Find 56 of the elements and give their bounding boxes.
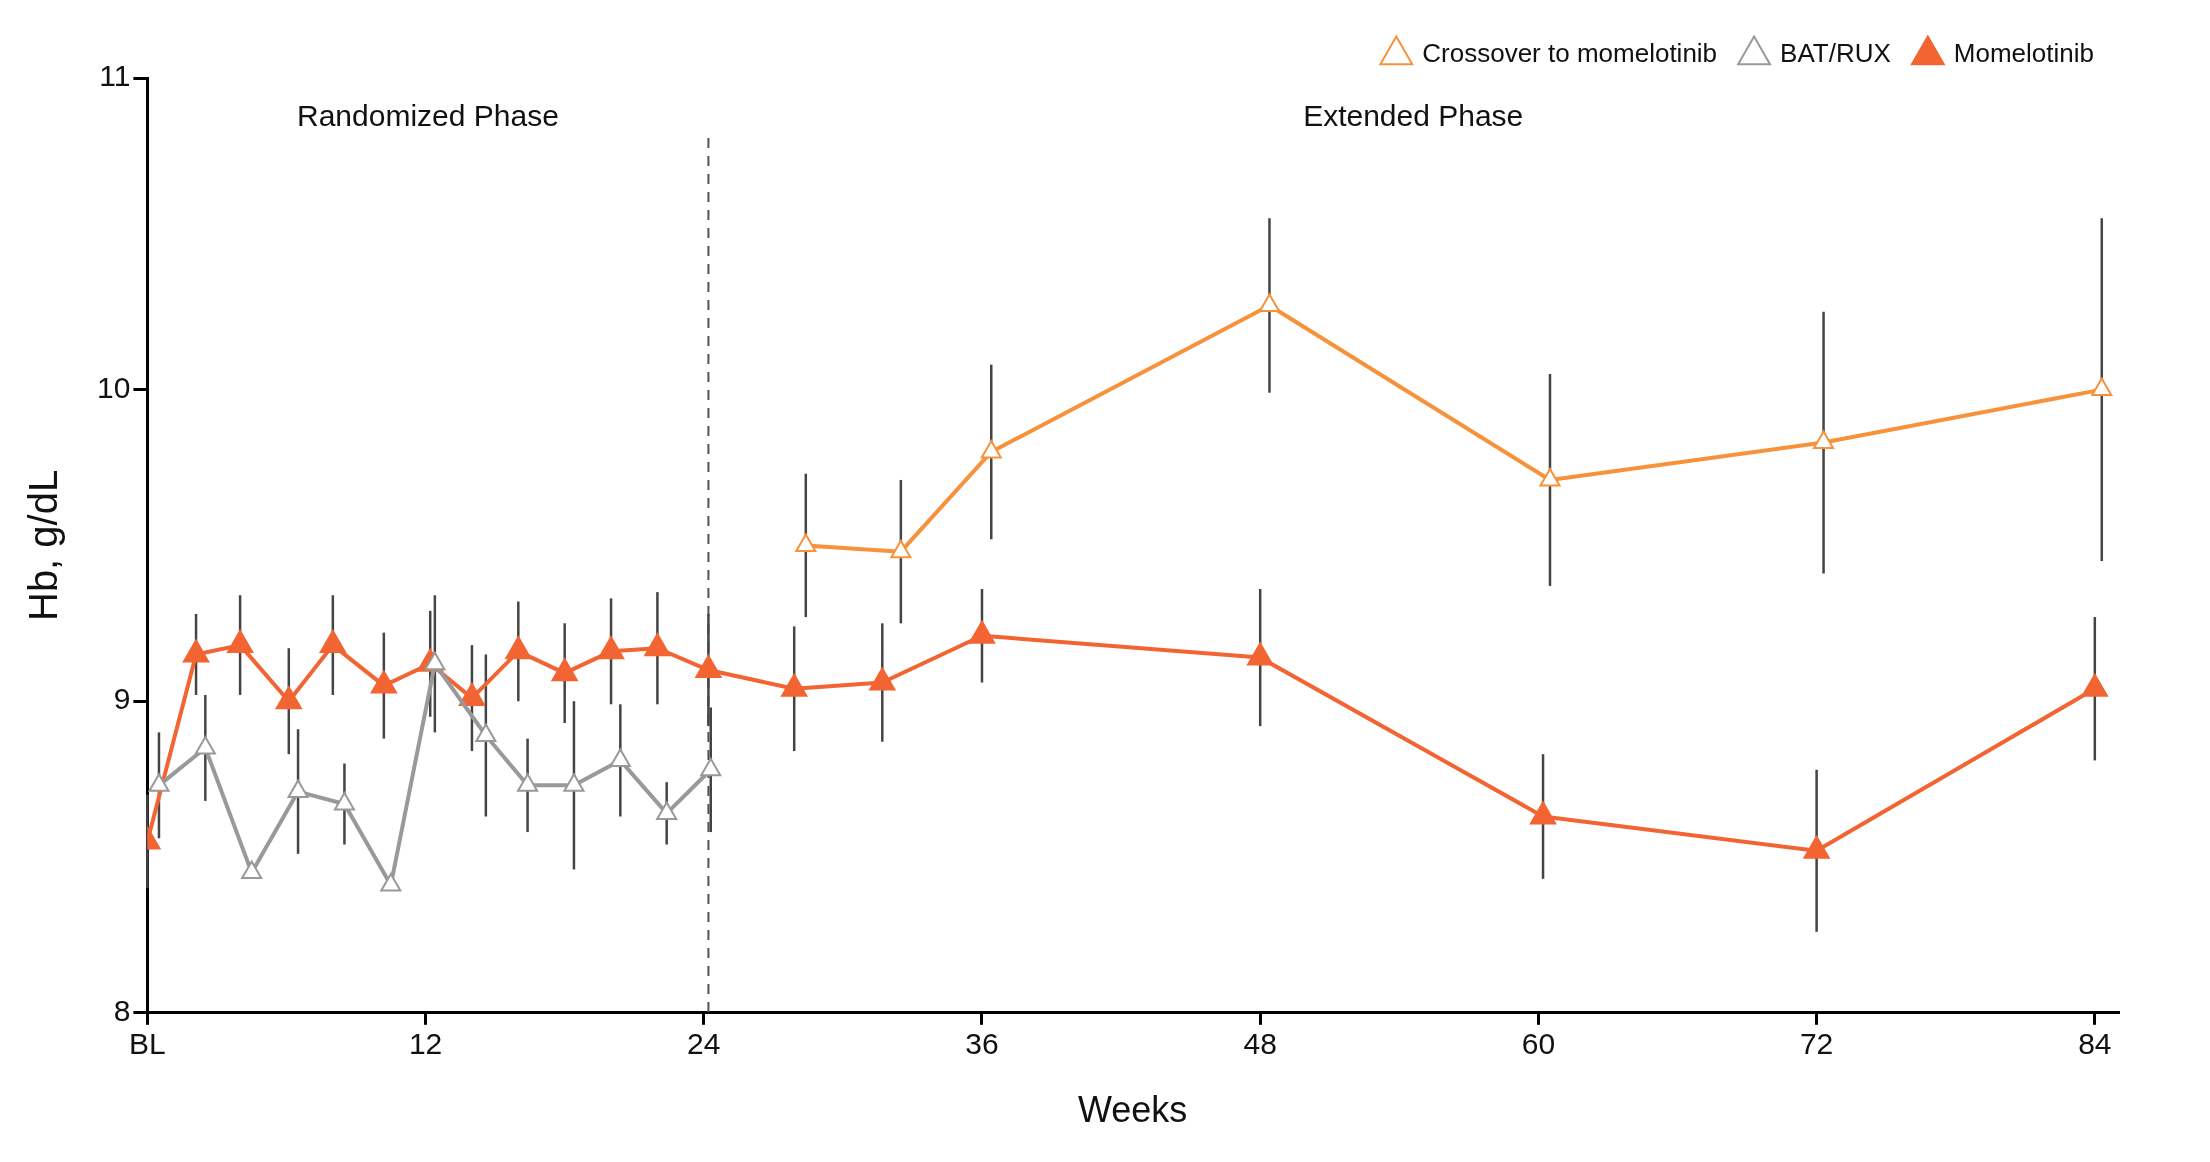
point xyxy=(890,539,912,559)
point xyxy=(597,636,625,660)
x-axis-title: Weeks xyxy=(1078,1089,1188,1131)
point xyxy=(1803,835,1830,859)
point xyxy=(695,655,722,679)
point xyxy=(2091,377,2113,397)
point xyxy=(148,773,170,792)
x-tick-label: 48 xyxy=(1243,1027,1277,1061)
point xyxy=(475,723,497,742)
point xyxy=(551,658,578,682)
point xyxy=(1813,430,1835,450)
x-tick-label: 60 xyxy=(1521,1027,1556,1061)
x-tick-label: 84 xyxy=(2078,1027,2112,1061)
y-tick-label: 8 xyxy=(113,994,131,1028)
point xyxy=(795,533,817,552)
point xyxy=(380,873,402,892)
point xyxy=(1529,801,1557,825)
legend-label: Momelotinib xyxy=(1953,38,2094,69)
point xyxy=(287,779,309,799)
annotation: Extended Phase xyxy=(1303,99,1524,133)
point xyxy=(1539,467,1561,487)
point xyxy=(1247,642,1274,666)
point xyxy=(517,773,539,792)
legend-label: Crossover to momelotinib xyxy=(1422,38,1718,69)
point xyxy=(980,439,1002,459)
point xyxy=(370,670,397,694)
point xyxy=(644,633,671,657)
point xyxy=(656,801,678,820)
x-tick-label: 36 xyxy=(965,1027,999,1061)
point xyxy=(241,860,263,880)
point xyxy=(319,630,346,654)
point xyxy=(781,673,808,697)
point xyxy=(275,686,302,710)
point xyxy=(505,636,532,660)
point xyxy=(194,735,216,755)
y-tick-label: 10 xyxy=(96,370,131,404)
x-tick-label: 24 xyxy=(687,1027,721,1061)
x-tick-label: 12 xyxy=(408,1027,443,1061)
point xyxy=(2081,673,2108,697)
legend-label: BAT/RUX xyxy=(1780,38,1891,69)
point xyxy=(869,667,896,691)
point xyxy=(333,792,355,811)
annotation: Randomized Phase xyxy=(296,99,559,133)
point xyxy=(563,773,585,792)
point xyxy=(458,683,486,707)
point xyxy=(1258,293,1280,312)
point xyxy=(226,630,254,654)
x-tick-label: 72 xyxy=(1799,1027,1834,1061)
y-tick-label: 11 xyxy=(99,59,131,93)
y-axis-title: Hb, g/dL xyxy=(21,469,66,622)
y-tick-label: 9 xyxy=(113,682,131,716)
x-tick-label: BL xyxy=(129,1027,166,1061)
point xyxy=(609,748,631,767)
point xyxy=(700,757,722,777)
point xyxy=(182,639,210,663)
point xyxy=(968,620,996,644)
